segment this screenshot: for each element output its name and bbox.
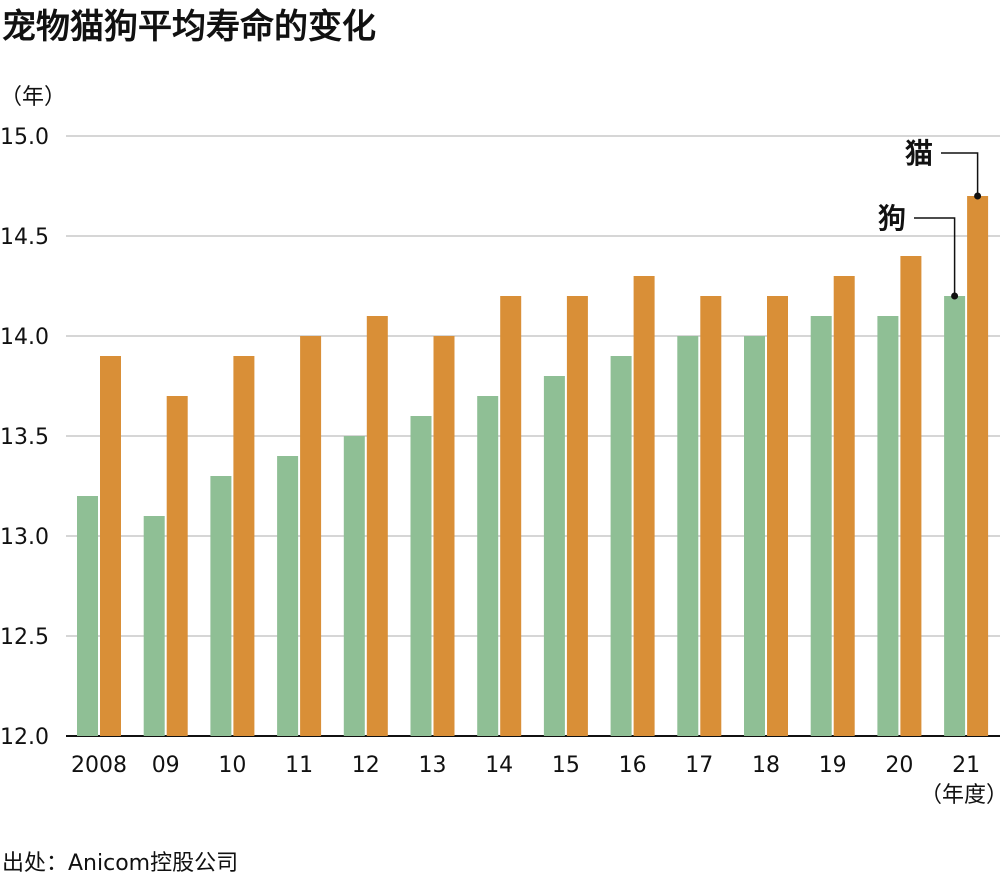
dog-bar-20 [877,316,899,736]
y-axis-unit: （年） [0,85,66,110]
cat-label-leader [941,152,979,196]
cat-bar-09 [166,396,188,736]
y-tick-label: 14.5 [0,225,49,250]
x-tick-label: 09 [152,753,180,778]
dog-bar-10 [210,476,232,736]
x-tick-label: 16 [619,753,647,778]
dog-bar-15 [543,376,565,736]
cat-bar-18 [767,296,788,736]
x-tick-label: 19 [819,753,847,778]
dog-bar-11 [277,456,299,736]
cat-series-label: 猫 [905,137,933,170]
x-tick-label: 20 [885,753,913,778]
cat-bar-17 [700,296,722,736]
x-tick-label: 18 [752,753,780,778]
y-tick-labels: 12.0 12.5 13.0 13.5 14.0 14.5 15.0 [0,125,49,750]
cat-bar-2008 [100,356,121,736]
source-note: 出处：Anicom控股公司 [2,851,238,876]
cat-bar-14 [500,296,522,736]
dog-bar-09 [143,516,165,736]
y-tick-label: 14.0 [0,325,49,350]
x-tick-label: 17 [685,753,713,778]
cat-bar-10 [233,356,255,736]
dog-bar-13 [410,416,432,736]
dog-label-leader [914,217,956,296]
cat-bar-12 [366,316,388,736]
x-tick-labels: 2008 09 10 11 12 13 14 15 16 17 18 19 20 21 [71,753,980,778]
x-tick-label: 2008 [71,753,127,778]
cat-bar-21 [967,196,989,736]
x-tick-label: 14 [485,753,513,778]
dog-bar-16 [610,356,632,736]
y-tick-label: 12.0 [0,725,49,750]
cat-bar-11 [300,336,322,736]
dog-bar-18 [744,336,765,736]
x-tick-label: 21 [952,753,980,778]
y-tick-label: 13.5 [0,425,49,450]
dog-series-label: 狗 [878,202,906,235]
x-tick-label: 13 [419,753,447,778]
dog-bar-2008 [77,496,98,736]
cat-bar-19 [833,276,855,736]
cat-bar-15 [566,296,588,736]
dog-label-dot [951,292,959,300]
dog-bar-17 [677,336,699,736]
dog-bar-12 [343,436,365,736]
cat-label-dot [974,192,982,200]
y-tick-label: 15.0 [0,125,49,150]
x-axis-unit: （年度） [920,783,1000,808]
y-tick-label: 12.5 [0,625,49,650]
dog-bar-21 [944,296,966,736]
cat-bar-20 [900,256,922,736]
x-tick-label: 11 [285,753,313,778]
cat-bar-13 [433,336,455,736]
chart-title: 宠物猫狗平均寿命的变化 [2,7,376,47]
series-labels: 狗猫 [878,137,982,300]
dog-bar-19 [810,316,832,736]
grid-lines [66,135,1000,737]
dog-bar-14 [477,396,499,736]
bars [77,196,989,736]
x-tick-label: 15 [552,753,580,778]
x-tick-label: 10 [218,753,246,778]
cat-bar-16 [633,276,655,736]
y-tick-label: 13.0 [0,525,49,550]
x-tick-label: 12 [352,753,380,778]
